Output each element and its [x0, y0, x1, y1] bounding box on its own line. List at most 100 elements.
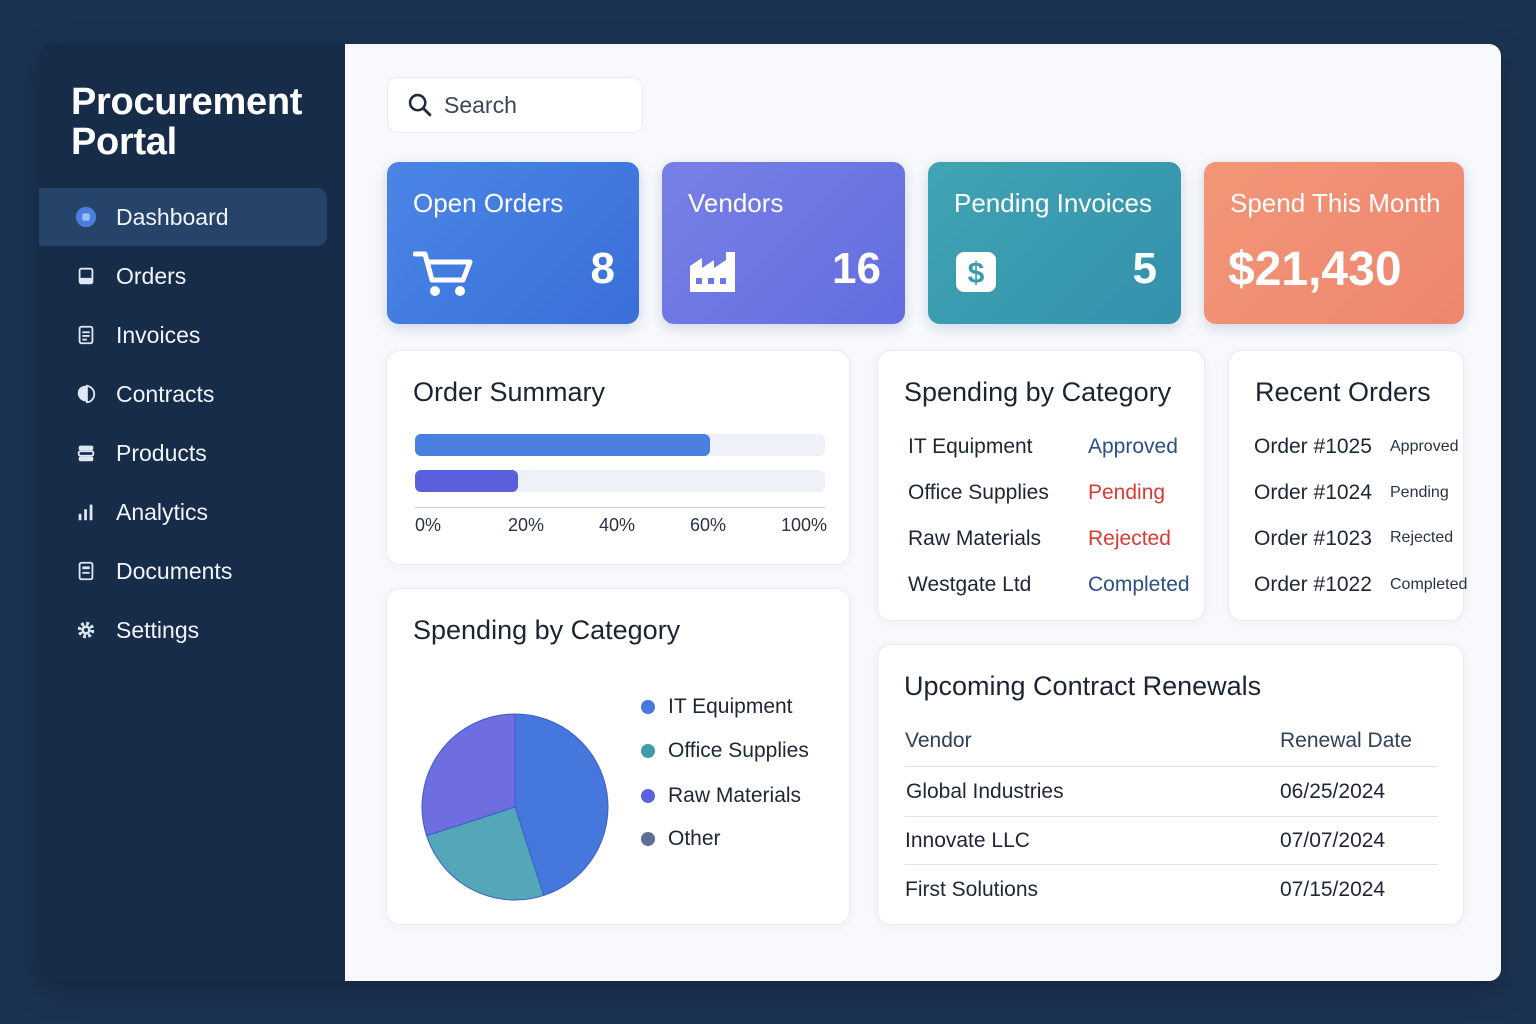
legend-label: IT Equipment: [668, 695, 793, 718]
order-link[interactable]: Order #1022: [1254, 573, 1372, 596]
sidebar-item-label: Products: [116, 439, 207, 466]
row-divider: [904, 864, 1438, 865]
card-title: Recent Orders: [1255, 377, 1431, 407]
main-content: Open Orders 8 Vendors 16 Pending Invoice…: [345, 44, 1501, 981]
sidebar: Procurement Portal Dashboard Orders In: [39, 44, 345, 981]
category-label: Office Supplies: [908, 481, 1049, 504]
sidebar-item-label: Invoices: [116, 321, 201, 348]
cart-icon: [412, 250, 475, 303]
search-input[interactable]: [444, 91, 624, 119]
factory-icon: [688, 250, 738, 299]
legend-dot: [641, 744, 655, 758]
dashboard-icon: [73, 204, 99, 230]
kpi-title: Open Orders: [413, 188, 564, 218]
renewal-date: 07/07/2024: [1280, 829, 1386, 852]
legend-dot: [641, 789, 655, 803]
legend-item: Other: [641, 827, 721, 851]
order-status: Rejected: [1390, 529, 1454, 546]
row-divider: [904, 766, 1438, 767]
card-title: Order Summary: [413, 377, 606, 407]
status-label: Rejected: [1088, 527, 1171, 550]
documents-icon: [73, 558, 99, 584]
kpi-title: Pending Invoices: [954, 188, 1153, 218]
sidebar-item-dashboard[interactable]: Dashboard: [39, 188, 327, 246]
sidebar-item-invoices[interactable]: Invoices: [39, 306, 327, 364]
status-label: Approved: [1088, 435, 1178, 458]
bar-fill: [415, 434, 711, 456]
sidebar-item-label: Dashboard: [116, 203, 229, 230]
column-header-renewal-date: Renewal Date: [1280, 729, 1412, 752]
order-link[interactable]: Order #1023: [1254, 527, 1372, 550]
spending-pie-card: Spending by Category IT Equipment Office…: [386, 588, 850, 925]
tick-label: 0%: [415, 515, 442, 535]
status-label: Completed: [1088, 573, 1190, 596]
app-title: Procurement Portal: [71, 82, 302, 162]
spending-status-card: Spending by Category IT Equipment Approv…: [877, 350, 1205, 621]
sidebar-item-orders[interactable]: Orders: [39, 247, 327, 305]
tick-label: 40%: [599, 515, 636, 535]
bar-track: [415, 434, 825, 456]
order-link[interactable]: Order #1024: [1254, 481, 1372, 504]
vendor-name: First Solutions: [905, 878, 1039, 901]
bar-track: [415, 470, 825, 492]
search-bar[interactable]: [387, 77, 643, 133]
sidebar-item-label: Orders: [116, 262, 187, 289]
sidebar-item-documents[interactable]: Documents: [39, 542, 327, 600]
pie-slice-office-supplies: [425, 806, 545, 901]
kpi-value: $21,430: [1228, 243, 1402, 296]
kpi-pending-invoices[interactable]: Pending Invoices $ 5: [928, 162, 1181, 324]
order-status: Approved: [1390, 438, 1459, 455]
app-title-line1: Procurement: [71, 81, 303, 123]
legend-item: Raw Materials: [641, 784, 801, 808]
column-header-vendor: Vendor: [905, 729, 972, 752]
legend-label: Office Supplies: [668, 739, 809, 762]
sidebar-item-analytics[interactable]: Analytics: [39, 483, 327, 541]
app-window: Procurement Portal Dashboard Orders In: [39, 44, 1501, 981]
sidebar-item-contracts[interactable]: Contracts: [39, 365, 327, 423]
legend-label: Raw Materials: [668, 784, 802, 807]
sidebar-item-label: Settings: [116, 616, 200, 643]
card-title: Spending by Category: [904, 377, 1172, 407]
sidebar-item-settings[interactable]: Settings: [39, 601, 327, 659]
tick-label: 100%: [781, 515, 828, 535]
bar-fill: [415, 470, 518, 492]
row-divider: [904, 816, 1438, 817]
sidebar-item-label: Contracts: [116, 380, 215, 407]
legend-dot: [641, 832, 655, 846]
svg-text:$: $: [968, 257, 985, 290]
renewal-date: 07/15/2024: [1280, 878, 1386, 901]
tick-label: 20%: [508, 515, 545, 535]
orders-icon: [73, 263, 99, 289]
order-summary-card: Order Summary 0% 20% 40% 60% 100%: [386, 350, 850, 565]
kpi-value: 8: [590, 244, 615, 293]
kpi-spend-this-month[interactable]: Spend This Month $21,430: [1204, 162, 1464, 324]
kpi-vendors[interactable]: Vendors 16: [662, 162, 905, 324]
products-icon: [73, 440, 99, 466]
kpi-title: Vendors: [688, 188, 784, 218]
invoices-icon: [73, 322, 99, 348]
card-title: Spending by Category: [413, 615, 681, 645]
legend-item: Office Supplies: [641, 739, 809, 763]
sidebar-nav: Dashboard Orders Invoices Contracts: [39, 188, 327, 660]
legend-item: IT Equipment: [641, 695, 793, 719]
sidebar-item-label: Documents: [116, 557, 233, 584]
renewal-date: 06/25/2024: [1280, 780, 1386, 803]
search-icon: [408, 93, 432, 117]
order-link[interactable]: Order #1025: [1254, 435, 1372, 458]
contract-renewals-card: Upcoming Contract Renewals Vendor Renewa…: [877, 644, 1464, 925]
order-status: Completed: [1390, 576, 1468, 593]
kpi-open-orders[interactable]: Open Orders 8: [387, 162, 639, 324]
legend-label: Other: [668, 827, 721, 850]
tick-label: 60%: [690, 515, 727, 535]
settings-icon: [73, 617, 99, 643]
sidebar-item-products[interactable]: Products: [39, 424, 327, 482]
app-title-line2: Portal: [71, 121, 177, 163]
recent-orders-card: Recent Orders Order #1025 Approved Order…: [1228, 350, 1468, 621]
kpi-value: 5: [1132, 244, 1157, 293]
x-axis: [415, 507, 825, 508]
sidebar-item-label: Analytics: [116, 498, 209, 525]
category-label: Westgate Ltd: [908, 573, 1032, 596]
kpi-title: Spend This Month: [1230, 188, 1441, 218]
category-label: IT Equipment: [908, 435, 1033, 458]
legend-dot: [641, 700, 655, 714]
